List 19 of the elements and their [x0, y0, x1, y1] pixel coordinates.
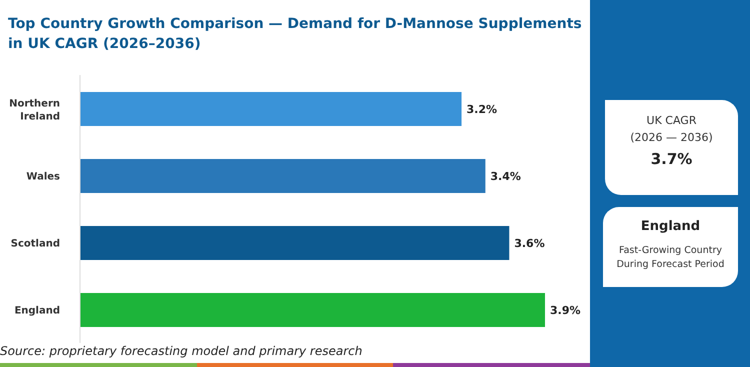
text: England	[640, 219, 702, 234]
chart-title: Top Country Growth Comparison — Demand for D-Mannose Supplements in UK CAGR (2026–2036)	[8, 15, 583, 54]
text: 3.7%	[650, 150, 694, 168]
text: UK CAGR	[646, 114, 698, 127]
bar	[80, 226, 510, 260]
y-tick-label: Northern Ireland	[9, 98, 60, 122]
text: Fast-Growing Country During Forecast Period	[616, 244, 726, 272]
source-note: Source: proprietary forecasting model and primary research	[0, 344, 362, 358]
data-label: 3.9%	[550, 304, 581, 317]
text: (2026 — 2036)	[629, 131, 714, 144]
y-tick-label: England	[14, 306, 60, 316]
bar	[80, 92, 462, 126]
bar	[80, 159, 486, 193]
bar	[80, 293, 545, 327]
data-label: 3.4%	[490, 170, 521, 183]
y-tick-label: Scotland	[10, 238, 60, 250]
y-tick-label: Wales	[26, 172, 60, 182]
data-label: 3.6%	[514, 236, 545, 250]
data-label: 3.2%	[466, 102, 498, 116]
